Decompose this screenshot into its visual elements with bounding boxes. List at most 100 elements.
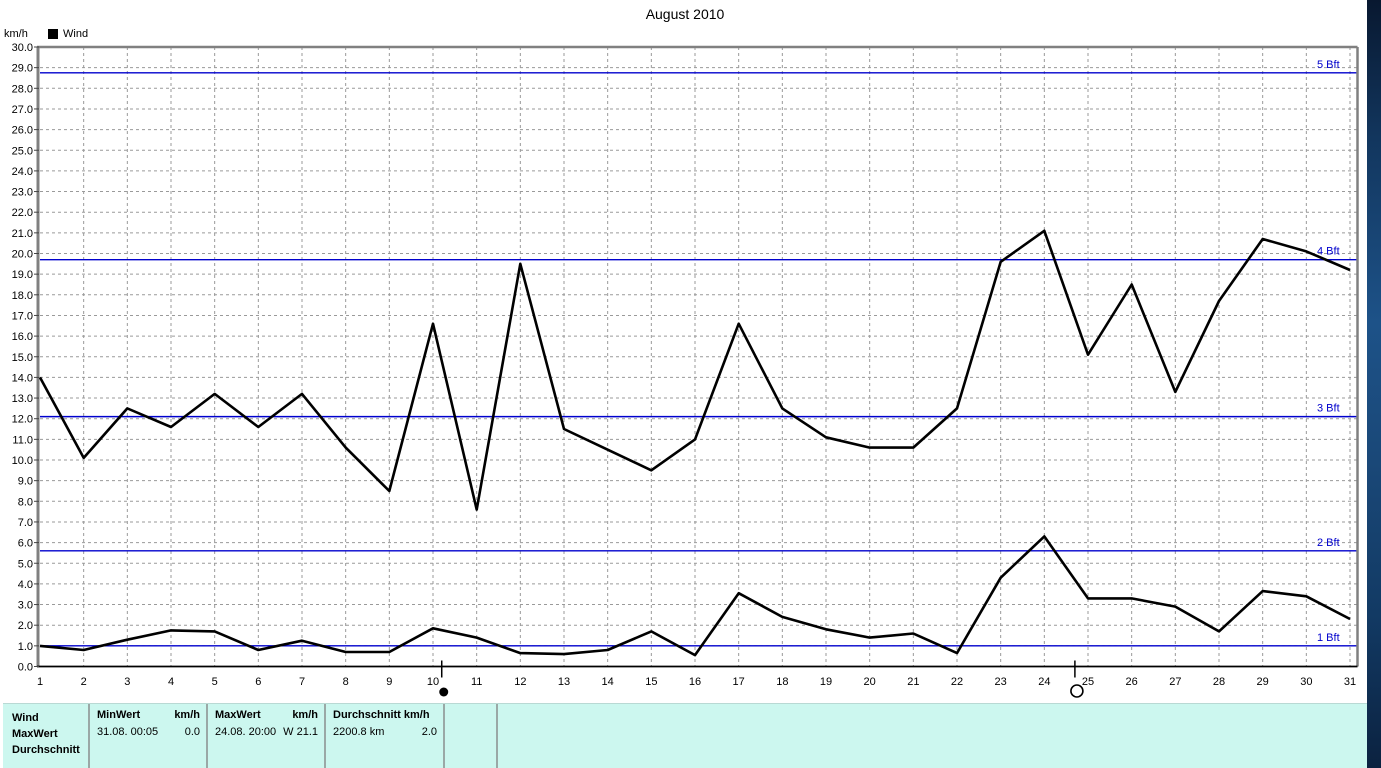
- maxwert-unit: km/h: [292, 709, 318, 721]
- x-tick-label: 2: [81, 676, 87, 688]
- x-tick-label: 5: [212, 676, 218, 688]
- y-tick-label: 7.0: [18, 517, 33, 529]
- y-tick-label: 24.0: [12, 166, 33, 178]
- x-tick-label: 25: [1082, 676, 1094, 688]
- stats-row-label-wind: Wind: [12, 712, 39, 724]
- x-tick-label: 17: [733, 676, 745, 688]
- y-tick-label: 6.0: [18, 538, 33, 550]
- beaufort-label: 2 Bft: [1317, 537, 1340, 549]
- x-tick-label: 23: [995, 676, 1007, 688]
- legend-swatch-icon: [48, 29, 58, 39]
- maxwert-datetime: 24.08. 20:00: [215, 726, 277, 738]
- x-tick-label: 11: [471, 676, 482, 688]
- y-tick-label: 16.0: [12, 331, 33, 343]
- beaufort-label: 1 Bft: [1317, 632, 1340, 644]
- minwert-header: MinWert: [97, 709, 141, 721]
- new-moon-icon: [439, 687, 449, 697]
- y-tick-label: 17.0: [12, 310, 33, 322]
- y-tick-label: 14.0: [12, 372, 33, 384]
- y-tick-label: 2.0: [18, 620, 33, 632]
- series-line: [38, 229, 1351, 511]
- x-tick-label: 4: [168, 676, 174, 688]
- panel-divider: [88, 704, 90, 768]
- panel-divider: [324, 704, 326, 768]
- y-tick-label: 10.0: [12, 455, 33, 467]
- x-tick-label: 10: [427, 676, 439, 688]
- x-tick-label: 20: [864, 676, 876, 688]
- beaufort-label: 4 Bft: [1317, 246, 1340, 258]
- stats-row-label-durchschnitt: Durchschnitt: [12, 744, 80, 756]
- x-tick-label: 1: [37, 676, 43, 688]
- y-tick-label: 4.0: [18, 579, 33, 591]
- durchschnitt-header: Durchschnitt km/h: [333, 709, 430, 721]
- y-tick-label: 28.0: [12, 83, 33, 95]
- y-tick-label: 21.0: [12, 228, 33, 240]
- x-tick-label: 12: [514, 676, 526, 688]
- x-tick-label: 27: [1169, 676, 1181, 688]
- y-tick-label: 20.0: [12, 249, 33, 261]
- y-tick-label: 26.0: [12, 125, 33, 137]
- y-tick-label: 29.0: [12, 63, 33, 75]
- stats-col-minwert: MinWert km/h 31.08. 00:05 0.0: [90, 704, 206, 768]
- x-tick-label: 18: [776, 676, 788, 688]
- y-tick-label: 3.0: [18, 600, 33, 612]
- y-tick-label: 8.0: [18, 496, 33, 508]
- y-tick-label: 12.0: [12, 414, 33, 426]
- x-tick-label: 24: [1038, 676, 1050, 688]
- y-tick-label: 5.0: [18, 558, 33, 570]
- x-tick-label: 16: [689, 676, 701, 688]
- beaufort-label: 3 Bft: [1317, 403, 1340, 415]
- y-tick-label: 19.0: [12, 269, 33, 281]
- x-tick-label: 3: [124, 676, 130, 688]
- maxwert-value: W 21.1: [283, 726, 318, 738]
- desktop-background-strip: [1367, 0, 1381, 768]
- x-tick-label: 19: [820, 676, 832, 688]
- x-tick-label: 6: [255, 676, 261, 688]
- x-tick-label: 28: [1213, 676, 1225, 688]
- y-tick-label: 11.0: [12, 434, 33, 446]
- panel-divider: [443, 704, 445, 768]
- beaufort-label: 5 Bft: [1317, 59, 1340, 71]
- x-tick-label: 13: [558, 676, 570, 688]
- x-tick-label: 22: [951, 676, 963, 688]
- x-tick-label: 26: [1126, 676, 1138, 688]
- x-tick-label: 9: [386, 676, 392, 688]
- full-moon-icon: [1070, 684, 1084, 698]
- y-tick-label: 18.0: [12, 290, 33, 302]
- durchschnitt-windrun: 2200.8 km: [333, 726, 385, 738]
- chart-title: August 2010: [645, 6, 725, 22]
- legend-label: Wind: [63, 28, 89, 40]
- y-tick-label: 23.0: [12, 187, 33, 199]
- x-tick-label: 14: [602, 676, 614, 688]
- series-line: [39, 535, 1351, 657]
- y-tick-label: 25.0: [12, 145, 33, 157]
- stats-col-maxwert: MaxWert km/h 24.08. 20:00 W 21.1: [208, 704, 324, 768]
- x-tick-label: 29: [1257, 676, 1269, 688]
- y-tick-label: 13.0: [12, 393, 33, 405]
- y-axis-unit-label: km/h: [4, 28, 28, 40]
- stats-panel: Wind MaxWert Durchschnitt MinWert km/h 3…: [3, 703, 1367, 768]
- minwert-unit: km/h: [174, 709, 200, 721]
- x-tick-label: 7: [299, 676, 305, 688]
- stats-col-durchschnitt: Durchschnitt km/h 2200.8 km 2.0: [326, 704, 443, 768]
- stats-row-labels: Wind MaxWert Durchschnitt: [12, 710, 80, 758]
- y-tick-label: 22.0: [12, 207, 33, 219]
- y-tick-label: 30.0: [12, 42, 33, 54]
- maxwert-header: MaxWert: [215, 709, 261, 721]
- y-tick-label: 0.0: [18, 662, 33, 674]
- x-tick-label: 15: [645, 676, 657, 688]
- x-tick-label: 21: [907, 676, 919, 688]
- y-tick-label: 1.0: [18, 641, 33, 653]
- minwert-datetime: 31.08. 00:05: [97, 726, 159, 738]
- durchschnitt-value: 2.0: [421, 726, 437, 738]
- panel-divider: [206, 704, 208, 768]
- stats-row-label-maxwert: MaxWert: [12, 728, 58, 740]
- x-tick-label: 30: [1300, 676, 1312, 688]
- y-tick-label: 15.0: [12, 352, 33, 364]
- minwert-value: 0.0: [184, 726, 200, 738]
- panel-divider: [496, 704, 498, 768]
- legend: Wind: [48, 28, 88, 40]
- x-tick-label: 31: [1344, 676, 1356, 688]
